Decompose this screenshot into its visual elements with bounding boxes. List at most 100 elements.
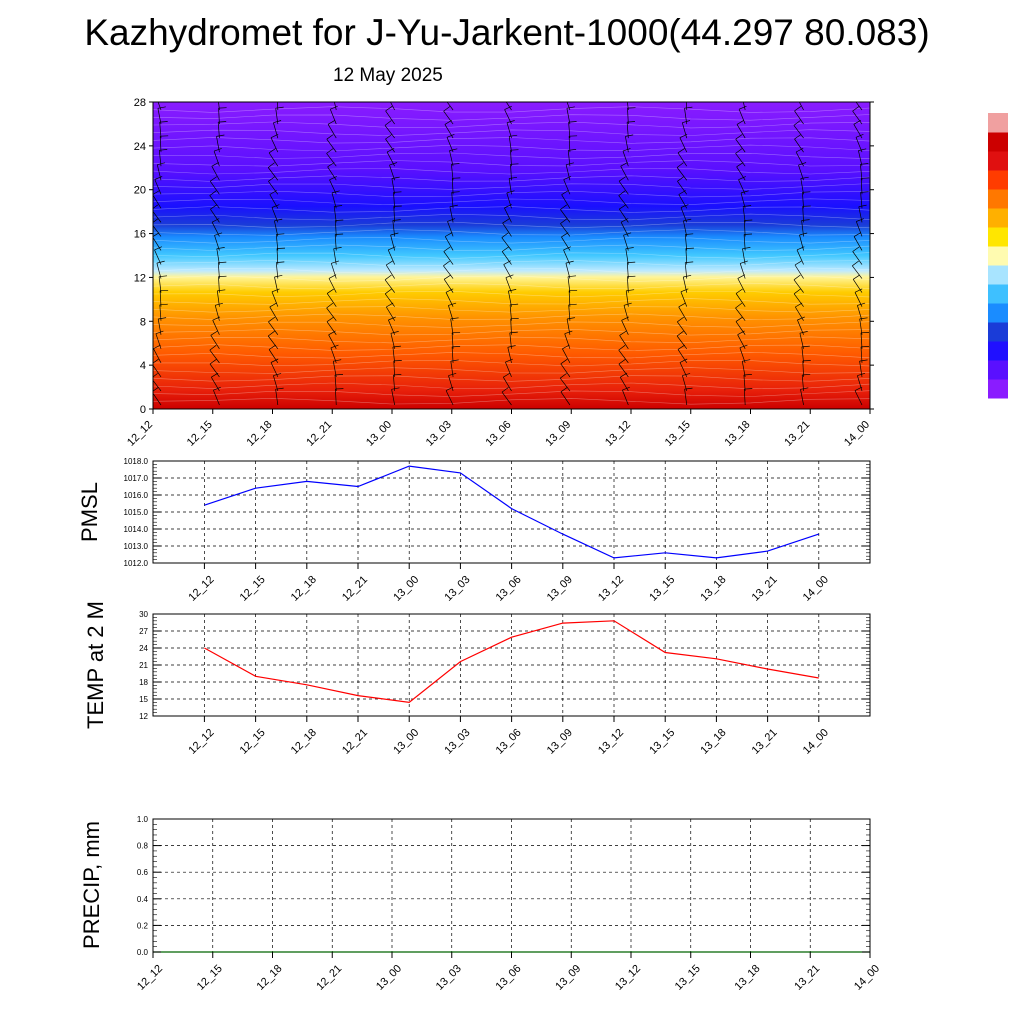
wind-barb [677, 321, 688, 335]
temp-x-axis: 12_12 12_15 12_18 12_21 13_00 13_03 13_06 13_09… [186, 716, 831, 757]
temp-x-tick-label: 12_12 [186, 727, 216, 757]
wind-barb-flag [274, 218, 283, 222]
wind-barb [561, 236, 571, 251]
wind-barb-flag [508, 289, 517, 292]
wind-barb [737, 278, 746, 293]
wind-barb-flag [562, 344, 570, 350]
wind-barb [209, 363, 220, 378]
wind-barb-flag [684, 387, 693, 390]
wind-barb [735, 153, 746, 167]
wind-barb [852, 279, 863, 293]
wind-barb-flag [386, 260, 394, 266]
temp-panel: 12 15 18 21 24 27 30 12_12 12_15 12_18 12_21 13_00… [83, 601, 871, 757]
wind-barb-flag [385, 106, 393, 112]
wind-barb-flag [735, 288, 743, 294]
wind-barb-flag [566, 162, 574, 166]
wind-barb-flag [389, 162, 398, 166]
profile-x-tick-label: 12_12 [125, 419, 155, 449]
wind-barb [275, 262, 279, 279]
wind-barb [326, 153, 337, 167]
wind-barb [209, 180, 220, 195]
wind-barb [560, 391, 571, 406]
wind-barb [618, 195, 629, 209]
wind-barb-flag [335, 233, 344, 235]
wind-barb [566, 108, 571, 125]
pmsl-x-tick-label: 14_00 [801, 574, 831, 604]
wind-barb-flag [735, 302, 743, 309]
wind-barb [153, 194, 162, 209]
profile-y-tick-label: 0 [140, 404, 146, 416]
colorbar-segment [988, 360, 1008, 380]
wind-barb-flag [737, 330, 745, 336]
wind-barb-flag [159, 275, 168, 278]
wind-barb-flag [856, 218, 864, 222]
wind-barb-flag [452, 331, 461, 334]
wind-barb-flag [565, 92, 573, 95]
wind-barb-flag [800, 387, 809, 390]
contour-line [153, 213, 870, 221]
wind-barb-flag [796, 92, 803, 96]
wind-barb [681, 122, 688, 139]
wind-barb-flag [267, 330, 275, 337]
wind-barb [153, 348, 162, 364]
profile-x-tick-label: 12_21 [304, 419, 334, 449]
wind-barb [384, 293, 395, 307]
wind-barb-flag [334, 205, 343, 207]
wind-barb [507, 347, 512, 363]
wind-barb-flag [443, 260, 451, 267]
temp-y-axis: 12 15 18 21 24 27 30 [139, 610, 870, 721]
wind-barb-flag [450, 317, 459, 320]
wind-barb-flag [449, 148, 458, 151]
precip-x-tick-label: 13_00 [374, 963, 404, 993]
profile-x-tick-label: 13_21 [782, 419, 812, 449]
wind-barb-flag [737, 274, 746, 279]
wind-barb-flag [506, 120, 515, 124]
wind-barb-flag [564, 330, 573, 335]
wind-barb [736, 124, 746, 139]
wind-barb-flag [618, 190, 626, 196]
wind-barb [157, 108, 162, 125]
wind-barb-flag [501, 232, 509, 238]
pmsl-x-tick-label: 13_09 [545, 574, 575, 604]
wind-barb-flag [859, 317, 868, 320]
colorbar-segment [988, 379, 1008, 399]
wind-barb [217, 122, 220, 139]
wind-barb-flag [860, 163, 869, 165]
wind-barb [568, 122, 571, 139]
wind-barb-flag [209, 190, 217, 196]
wind-barb-flag [268, 176, 276, 182]
wind-barb-flag [618, 176, 626, 182]
contour-line [153, 114, 870, 121]
wind-barb-flag [793, 274, 801, 281]
wind-barb-flag [157, 106, 166, 109]
pmsl-x-tick-label: 13_15 [647, 574, 677, 604]
wind-barb-flag [858, 148, 867, 151]
precip-x-axis: 12_12 12_15 12_18 12_21 13_00 13_03 13_06 13_09… [135, 952, 882, 993]
contour-line [153, 390, 870, 397]
contour-line [153, 237, 870, 244]
wind-barb-flag [330, 105, 338, 110]
wind-barb-flag [794, 134, 802, 140]
profile-x-tick-label: 13_09 [543, 419, 573, 449]
wind-barb-flag [275, 106, 284, 109]
wind-barb [216, 248, 220, 265]
wind-barb [334, 374, 337, 391]
temp-y-tick-label: 12 [139, 712, 148, 721]
wind-barb [627, 108, 629, 125]
wind-barb-flag [269, 302, 277, 308]
wind-barb-flag [218, 121, 227, 123]
wind-barb-flag [217, 289, 226, 292]
wind-barb [267, 167, 279, 181]
contour-line [153, 106, 870, 113]
wind-barb-flag [328, 274, 337, 279]
wind-barb [326, 321, 337, 335]
temp-x-tick-label: 13_09 [545, 727, 575, 757]
wind-barb-flag [740, 260, 748, 264]
wind-barb [385, 110, 395, 125]
wind-barb [677, 349, 688, 364]
wind-barb-flag [215, 302, 223, 306]
wind-barb-flag [503, 92, 510, 96]
wind-barb [622, 389, 629, 406]
temp-y-tick-label: 21 [139, 661, 148, 670]
wind-barb-flag [736, 162, 744, 168]
